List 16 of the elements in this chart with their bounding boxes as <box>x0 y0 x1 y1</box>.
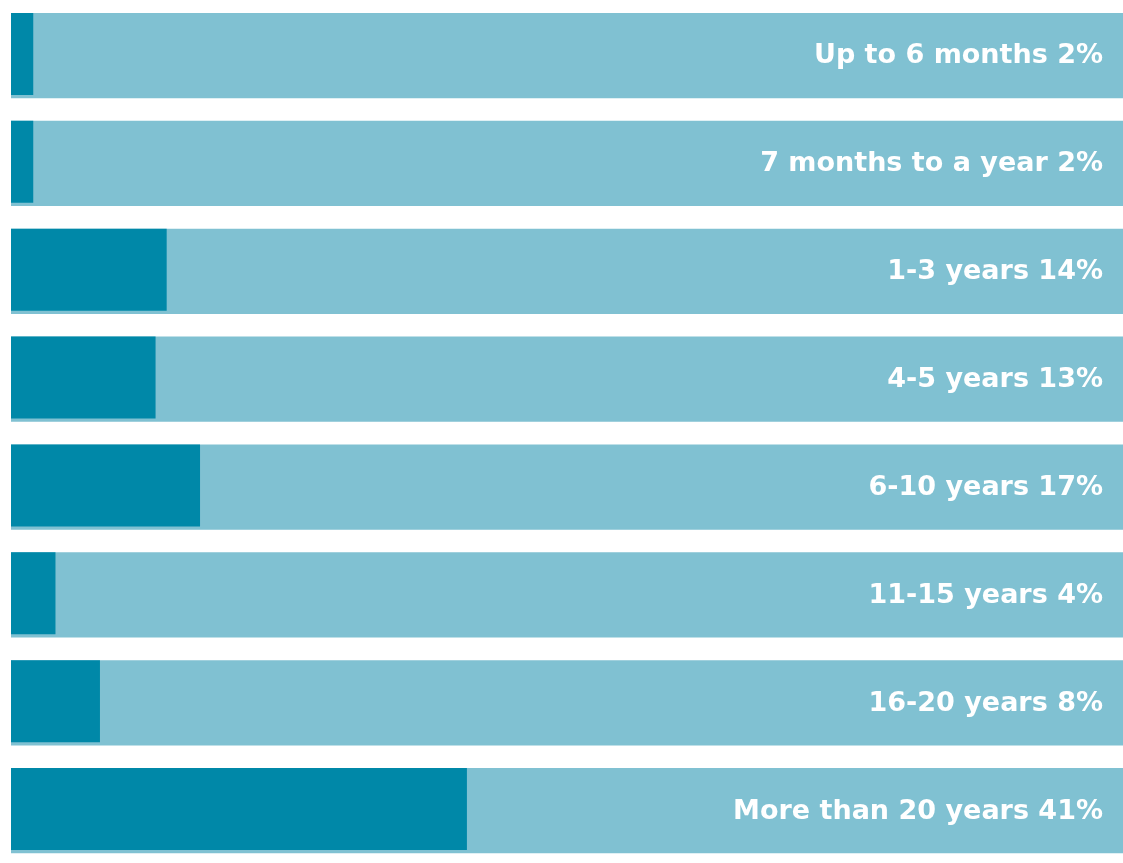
y-tick-label: Up to 6 months <box>813 38 1048 70</box>
data-label: 2% <box>1057 146 1103 178</box>
y-tick-label: More than 20 years <box>733 793 1029 825</box>
y-tick-label: 16-20 years <box>868 685 1048 717</box>
y-tick-label: 7 months to a year <box>760 146 1049 178</box>
data-label: 4% <box>1057 577 1103 609</box>
y-tick-label: 11-15 years <box>868 577 1048 609</box>
data-label: 2% <box>1057 38 1103 70</box>
y-tick-label: 6-10 years <box>868 469 1029 501</box>
data-label: 17% <box>1038 469 1103 501</box>
y-tick-label: 4-5 years <box>887 362 1029 394</box>
data-label: 8% <box>1057 685 1103 717</box>
data-label: 14% <box>1038 254 1103 286</box>
data-label: 41% <box>1038 793 1103 825</box>
y-tick-label: 1-3 years <box>887 254 1029 286</box>
data-label: 13% <box>1038 362 1103 394</box>
